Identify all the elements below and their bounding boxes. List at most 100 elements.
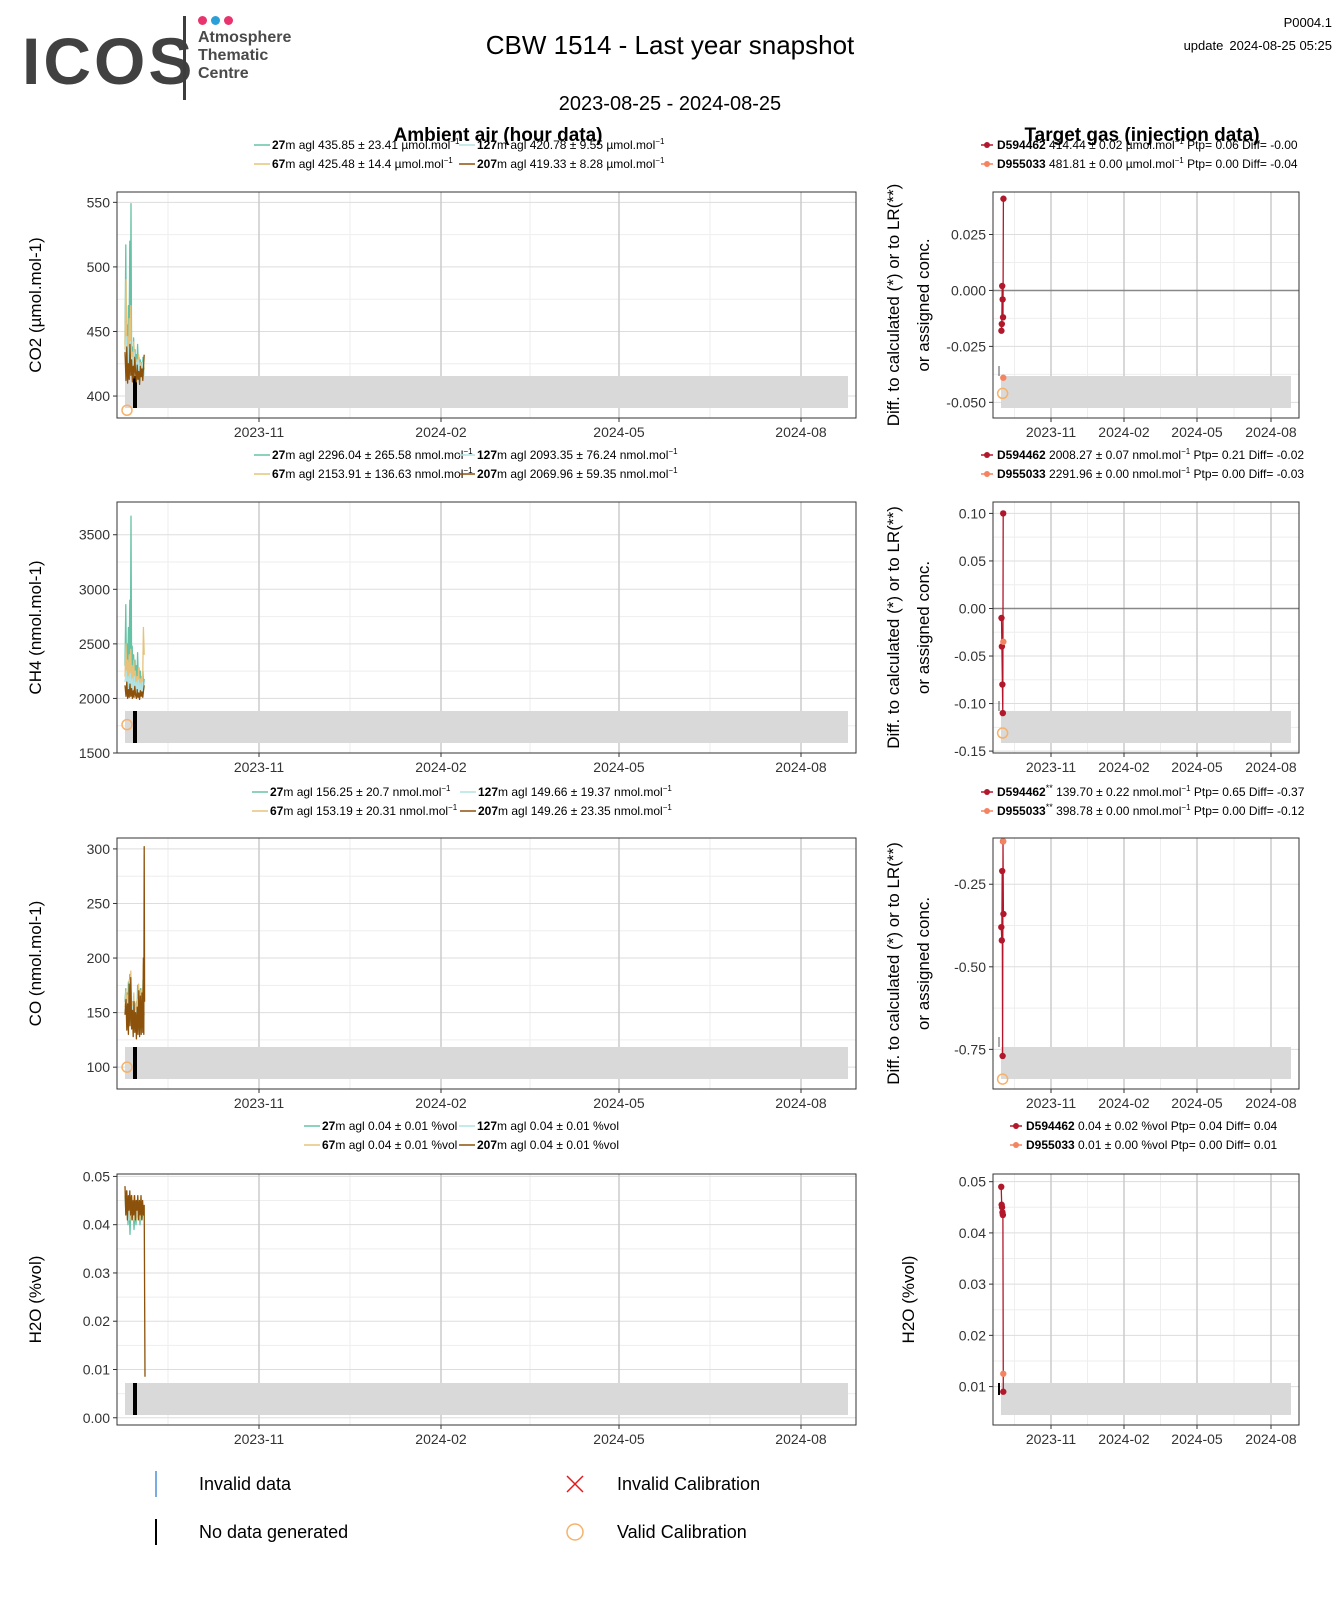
- legend-entry: 67m agl 153.19 ± 20.31 nmol.mol−1: [270, 803, 458, 818]
- legend-text: m agl 156.25 ± 20.7 nmol.mol: [283, 785, 441, 799]
- legend-cylinder-id: D955033: [997, 467, 1046, 481]
- plot-frame: [992, 837, 1300, 1090]
- legend-superscript: −1: [1175, 156, 1185, 165]
- legend-superscript: −1: [450, 137, 460, 146]
- legend-cylinder-id: D955033: [997, 157, 1046, 171]
- y-tick-label: 150: [87, 1005, 111, 1021]
- y-tick-label: 3500: [79, 527, 110, 543]
- legend-entry: D594462 414.44 ± 0.02 µmol.mol−1 Ptp= 0.…: [997, 137, 1298, 152]
- legend-superscript: −1: [655, 156, 665, 165]
- legend-text: m agl 419.33 ± 8.28 µmol.mol: [497, 157, 655, 171]
- plot-frame: [992, 1173, 1300, 1426]
- y-tick-label: 550: [87, 194, 111, 210]
- x-tick-label: 2024-05: [1171, 759, 1223, 775]
- y-tick-label: -0.15: [954, 743, 986, 759]
- legend-entry: 27m agl 0.04 ± 0.01 %vol: [322, 1119, 457, 1133]
- update-time: 2024-08-25 05:25: [1229, 38, 1332, 53]
- plot-frame: [992, 191, 1300, 419]
- legend-superscript: −1: [441, 784, 451, 793]
- ambient-H2O-chart: 0.05 0.04 0.03 0.02 0.01 0.00 2023-11 2024-02 20…: [26, 1119, 857, 1447]
- series-point-D594462: [999, 296, 1006, 303]
- legend-superscript: −1: [1181, 803, 1191, 812]
- series-point-D594462: [999, 314, 1007, 321]
- y-tick-label: -0.50: [954, 959, 986, 975]
- legend-entry: D955033 2291.96 ± 0.00 nmol.mol−1 Ptp= 0…: [997, 466, 1304, 481]
- x-tick-label: 2024-02: [1098, 424, 1150, 440]
- series-point-D594462: [998, 320, 1006, 328]
- date-range: 2023-08-25 - 2024-08-25: [558, 93, 782, 115]
- legend-stats: Ptp= 0.21 Diff= -0.02: [1190, 448, 1304, 462]
- y-tick-label: 0.05: [959, 553, 986, 569]
- legend-marker: [984, 452, 990, 458]
- x-tick-label: 2023-11: [234, 424, 285, 440]
- y-tick-label: 0.03: [83, 1265, 110, 1281]
- target-CO2-chart: 0.025 0.000 -0.025 -0.050 2023-11 2024-02 2024…: [884, 137, 1300, 440]
- plot-frame: [992, 501, 1300, 754]
- series-line-207m-agl: [124, 681, 145, 701]
- legend-cylinder-id: D955033: [997, 804, 1046, 818]
- legend-text: 398.78 ± 0.00 nmol.mol: [1053, 804, 1182, 818]
- legend-height: 127: [477, 448, 497, 462]
- series-point-D594462: [1000, 1388, 1007, 1395]
- no-data-band: [125, 1047, 848, 1079]
- legend-entry: 207m agl 149.26 ± 23.35 nmol.mol−1: [478, 803, 672, 818]
- legend-superscript: −1: [663, 803, 673, 812]
- bottom-legend: Invalid data No data generated Invalid Cal…: [155, 1471, 760, 1545]
- x-tick-label: 2024-08: [1245, 1431, 1297, 1447]
- y-tick-label: 300: [87, 841, 111, 857]
- target-H2O-chart: 0.05 0.04 0.03 0.02 0.01 2023-11 2024-02 2024-0…: [899, 1119, 1300, 1447]
- legend-entry: D594462** 139.70 ± 0.22 nmol.mol−1 Ptp= …: [997, 783, 1305, 799]
- legend-height: 207: [477, 467, 497, 481]
- legend-text: m agl 435.85 ± 23.41 µmol.mol: [285, 138, 450, 152]
- y-tick-label: -0.75: [954, 1041, 986, 1057]
- x-tick-label: 2024-05: [593, 1431, 645, 1447]
- legend-entry: 127m agl 420.78 ± 9.55 µmol.mol−1: [477, 137, 665, 152]
- series-point-D594462: [998, 614, 1005, 622]
- no-data-band: [1001, 711, 1291, 743]
- legend-text: m agl 425.48 ± 14.4 µmol.mol: [285, 157, 443, 171]
- legend-text: 481.81 ± 0.00 µmol.mol: [1046, 157, 1175, 171]
- legend-height: 67: [272, 467, 286, 481]
- legend-superscript: −1: [668, 466, 678, 475]
- no-data-band: [1001, 376, 1291, 408]
- legend-superscript: −1: [668, 447, 678, 456]
- legend-height: 67: [270, 804, 284, 818]
- y-tick-label: 250: [87, 895, 111, 911]
- logo-text: ICOS: [22, 24, 196, 98]
- legend-superscript: −1: [448, 803, 458, 812]
- legend-superscript: −1: [444, 156, 454, 165]
- invalid-calibration-label: Invalid Calibration: [617, 1474, 760, 1494]
- y-tick-label: 0.01: [959, 1379, 986, 1395]
- legend-marker: [984, 142, 990, 148]
- legend-entry: 27m agl 2296.04 ± 265.58 nmol.mol−1: [272, 447, 473, 462]
- x-tick-label: 2024-08: [775, 1431, 827, 1447]
- legend-entry: 127m agl 2093.35 ± 76.24 nmol.mol−1: [477, 447, 678, 462]
- logo-sub-line: Atmosphere: [198, 29, 292, 46]
- series-point-D594462: [999, 1052, 1006, 1060]
- legend-superscript: −1: [655, 137, 665, 146]
- legend-entry: D955033 0.01 ± 0.00 %vol Ptp= 0.00 Diff=…: [1026, 1138, 1278, 1152]
- legend-entry: 207m agl 419.33 ± 8.28 µmol.mol−1: [477, 156, 665, 171]
- update-label: update: [1183, 38, 1224, 53]
- series-point-D594462: [999, 709, 1006, 717]
- x-tick-label: 2024-08: [775, 1095, 827, 1111]
- x-tick-label: 2024-05: [1171, 1431, 1223, 1447]
- legend-superscript: −1: [663, 784, 673, 793]
- y-tick-label: -0.10: [954, 696, 986, 712]
- x-tick-label: 2023-11: [234, 1095, 285, 1111]
- y-axis-label: CO2 (µmol.mol-1): [26, 237, 45, 372]
- legend-text: m agl 0.04 ± 0.01 %vol: [335, 1138, 457, 1152]
- legend-marker: [984, 808, 990, 814]
- y-tick-label: 0.04: [959, 1225, 986, 1241]
- legend-marker: [984, 471, 990, 477]
- logo-dot-red: [224, 16, 233, 25]
- x-tick-label: 2024-02: [415, 424, 467, 440]
- y-tick-label: 0.00: [83, 1410, 110, 1426]
- target-CH4-chart: 0.10 0.05 0.00 -0.05 -0.10 -0.15 2023-11 2024-0…: [884, 447, 1304, 775]
- legend-marker: [1013, 1142, 1019, 1148]
- y-axis-label: H2O (%vol): [899, 1256, 918, 1344]
- plot-frame: [116, 191, 857, 419]
- invalid-data-label: Invalid data: [199, 1474, 292, 1494]
- series-point-D594462: [999, 510, 1007, 517]
